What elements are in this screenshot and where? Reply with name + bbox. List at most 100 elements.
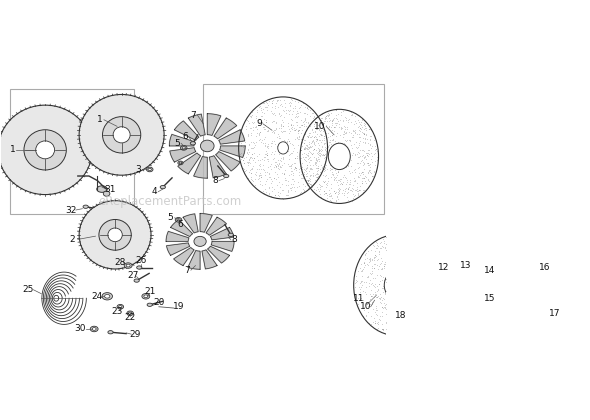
Point — [372, 261, 382, 268]
Point — [255, 171, 265, 178]
Point — [117, 226, 126, 233]
Point — [399, 300, 409, 307]
Point — [244, 157, 254, 164]
Ellipse shape — [90, 326, 98, 332]
Point — [118, 218, 127, 224]
Point — [86, 143, 95, 150]
Point — [55, 160, 65, 166]
Point — [140, 221, 149, 228]
Point — [22, 168, 32, 175]
Point — [406, 300, 415, 307]
Text: 11: 11 — [353, 294, 365, 303]
Point — [345, 170, 355, 176]
Point — [137, 158, 146, 165]
Point — [425, 258, 434, 265]
Point — [113, 165, 122, 172]
Point — [114, 233, 124, 240]
Point — [106, 219, 115, 226]
Point — [367, 262, 376, 269]
Point — [120, 155, 130, 161]
Point — [57, 138, 66, 145]
Point — [15, 147, 25, 154]
Point — [122, 139, 131, 146]
Point — [276, 141, 285, 148]
Point — [68, 142, 77, 149]
Point — [84, 142, 94, 149]
Point — [236, 139, 245, 146]
Point — [266, 163, 275, 170]
Point — [312, 157, 322, 163]
Point — [145, 136, 154, 143]
Point — [345, 168, 354, 174]
Point — [358, 168, 367, 175]
Point — [33, 129, 42, 136]
Point — [376, 245, 385, 252]
Point — [411, 302, 420, 308]
Point — [418, 307, 427, 314]
Point — [85, 236, 94, 243]
Point — [92, 129, 101, 136]
Point — [56, 150, 65, 157]
Point — [401, 315, 410, 321]
Polygon shape — [194, 157, 207, 178]
Point — [99, 103, 109, 110]
Point — [40, 154, 49, 160]
Point — [278, 195, 288, 202]
Point — [292, 152, 301, 159]
Point — [104, 116, 114, 123]
Point — [376, 299, 386, 306]
Point — [258, 139, 268, 146]
Point — [90, 243, 100, 249]
Point — [95, 158, 104, 164]
Point — [379, 238, 388, 244]
Point — [44, 170, 54, 177]
Point — [107, 217, 117, 223]
Point — [348, 191, 358, 197]
Point — [415, 251, 425, 258]
Text: 29: 29 — [129, 330, 140, 339]
Point — [383, 257, 392, 264]
Point — [21, 138, 31, 144]
Point — [17, 126, 26, 132]
Point — [293, 129, 303, 136]
Point — [150, 142, 159, 149]
Point — [40, 139, 50, 145]
Point — [47, 114, 56, 121]
Point — [278, 155, 287, 161]
Point — [85, 250, 94, 257]
Point — [333, 143, 343, 150]
Point — [265, 173, 274, 180]
Point — [135, 223, 144, 230]
Point — [313, 139, 322, 146]
Point — [263, 158, 273, 165]
Point — [327, 131, 337, 138]
Point — [531, 270, 540, 277]
Point — [117, 261, 127, 268]
Point — [256, 173, 266, 180]
Text: 27: 27 — [127, 271, 139, 280]
Point — [247, 174, 256, 181]
Point — [302, 182, 312, 189]
Point — [44, 170, 53, 176]
Point — [414, 307, 424, 314]
Point — [427, 268, 437, 275]
Point — [47, 113, 57, 119]
Point — [372, 242, 381, 249]
Point — [133, 149, 142, 156]
Point — [340, 123, 350, 130]
Point — [284, 130, 294, 136]
Point — [314, 147, 324, 154]
Point — [7, 135, 17, 142]
Point — [116, 224, 125, 231]
Point — [267, 98, 276, 105]
Point — [363, 147, 372, 153]
Point — [407, 275, 417, 282]
Point — [389, 308, 398, 315]
Point — [333, 167, 342, 174]
Point — [308, 126, 317, 133]
Point — [90, 209, 100, 215]
Point — [399, 329, 409, 336]
Point — [261, 189, 270, 196]
Point — [75, 150, 84, 157]
Point — [406, 269, 415, 276]
